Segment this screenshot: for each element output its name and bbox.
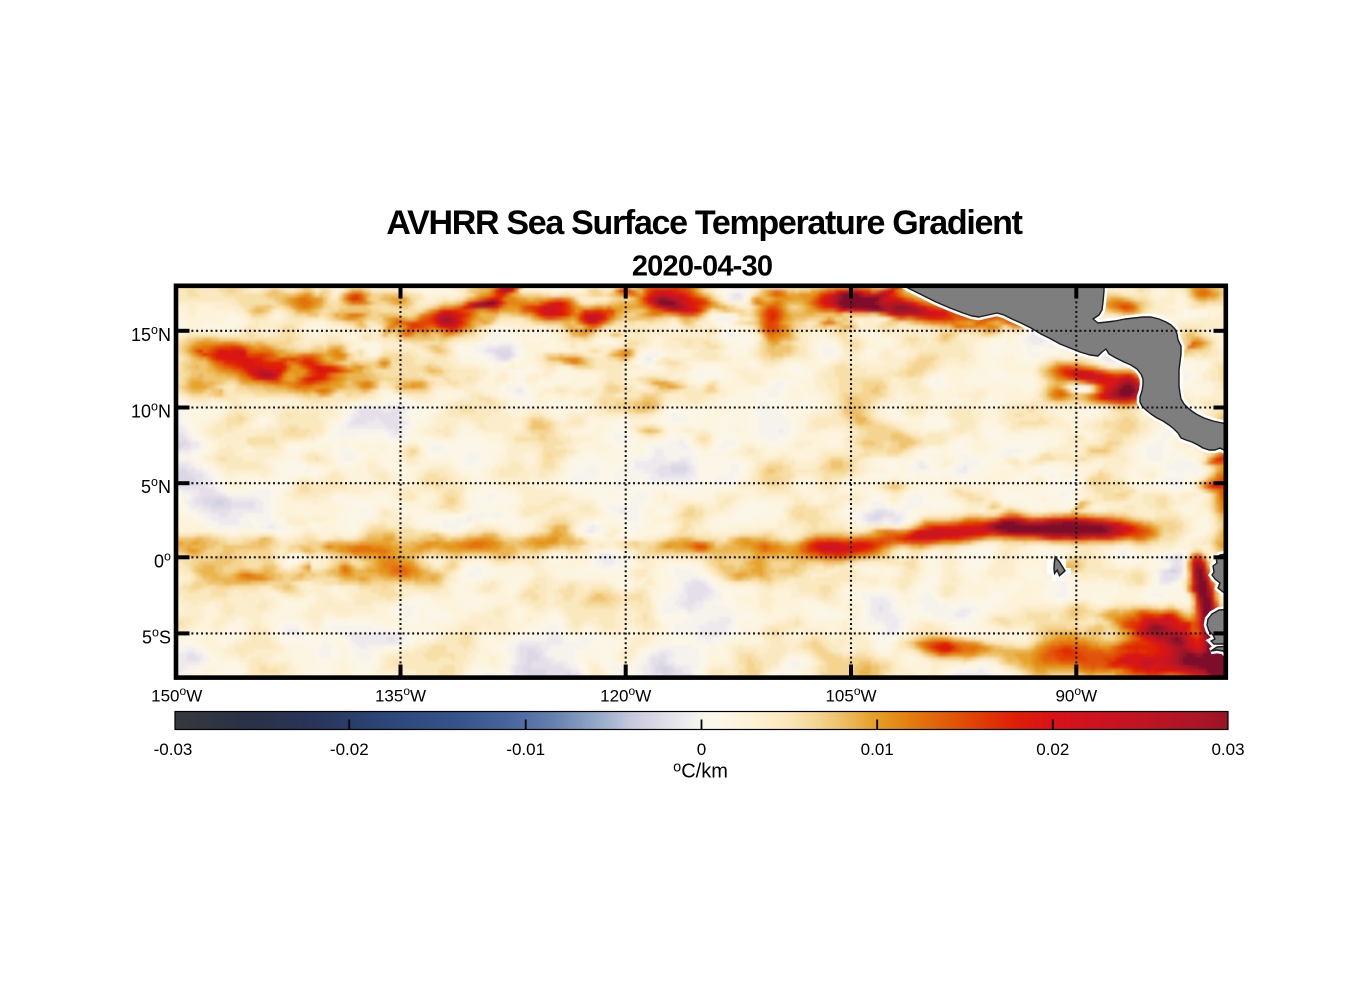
svg-text:120oW: 120oW bbox=[600, 684, 651, 706]
svg-text:-0.02: -0.02 bbox=[330, 740, 369, 759]
svg-text:5oS: 5oS bbox=[142, 625, 171, 647]
svg-text:150oW: 150oW bbox=[151, 684, 202, 706]
svg-text:2020-04-30: 2020-04-30 bbox=[632, 251, 772, 283]
svg-text:-0.01: -0.01 bbox=[506, 740, 545, 759]
svg-text:0: 0 bbox=[697, 740, 706, 759]
svg-text:90oW: 90oW bbox=[1055, 684, 1097, 706]
svg-text:0.01: 0.01 bbox=[861, 740, 894, 759]
svg-text:10oN: 10oN bbox=[131, 400, 171, 422]
svg-text:15oN: 15oN bbox=[131, 323, 171, 345]
svg-text:0.03: 0.03 bbox=[1211, 740, 1244, 759]
svg-text:oC/km: oC/km bbox=[673, 760, 728, 783]
svg-text:0.02: 0.02 bbox=[1036, 740, 1069, 759]
svg-text:135oW: 135oW bbox=[375, 684, 426, 706]
svg-text:0o: 0o bbox=[154, 549, 171, 571]
svg-text:5oN: 5oN bbox=[141, 475, 171, 497]
svg-text:-0.03: -0.03 bbox=[154, 740, 193, 759]
svg-text:105oW: 105oW bbox=[825, 684, 876, 706]
svg-text:AVHRR Sea Surface Temperature: AVHRR Sea Surface Temperature Gradient bbox=[386, 204, 1022, 242]
